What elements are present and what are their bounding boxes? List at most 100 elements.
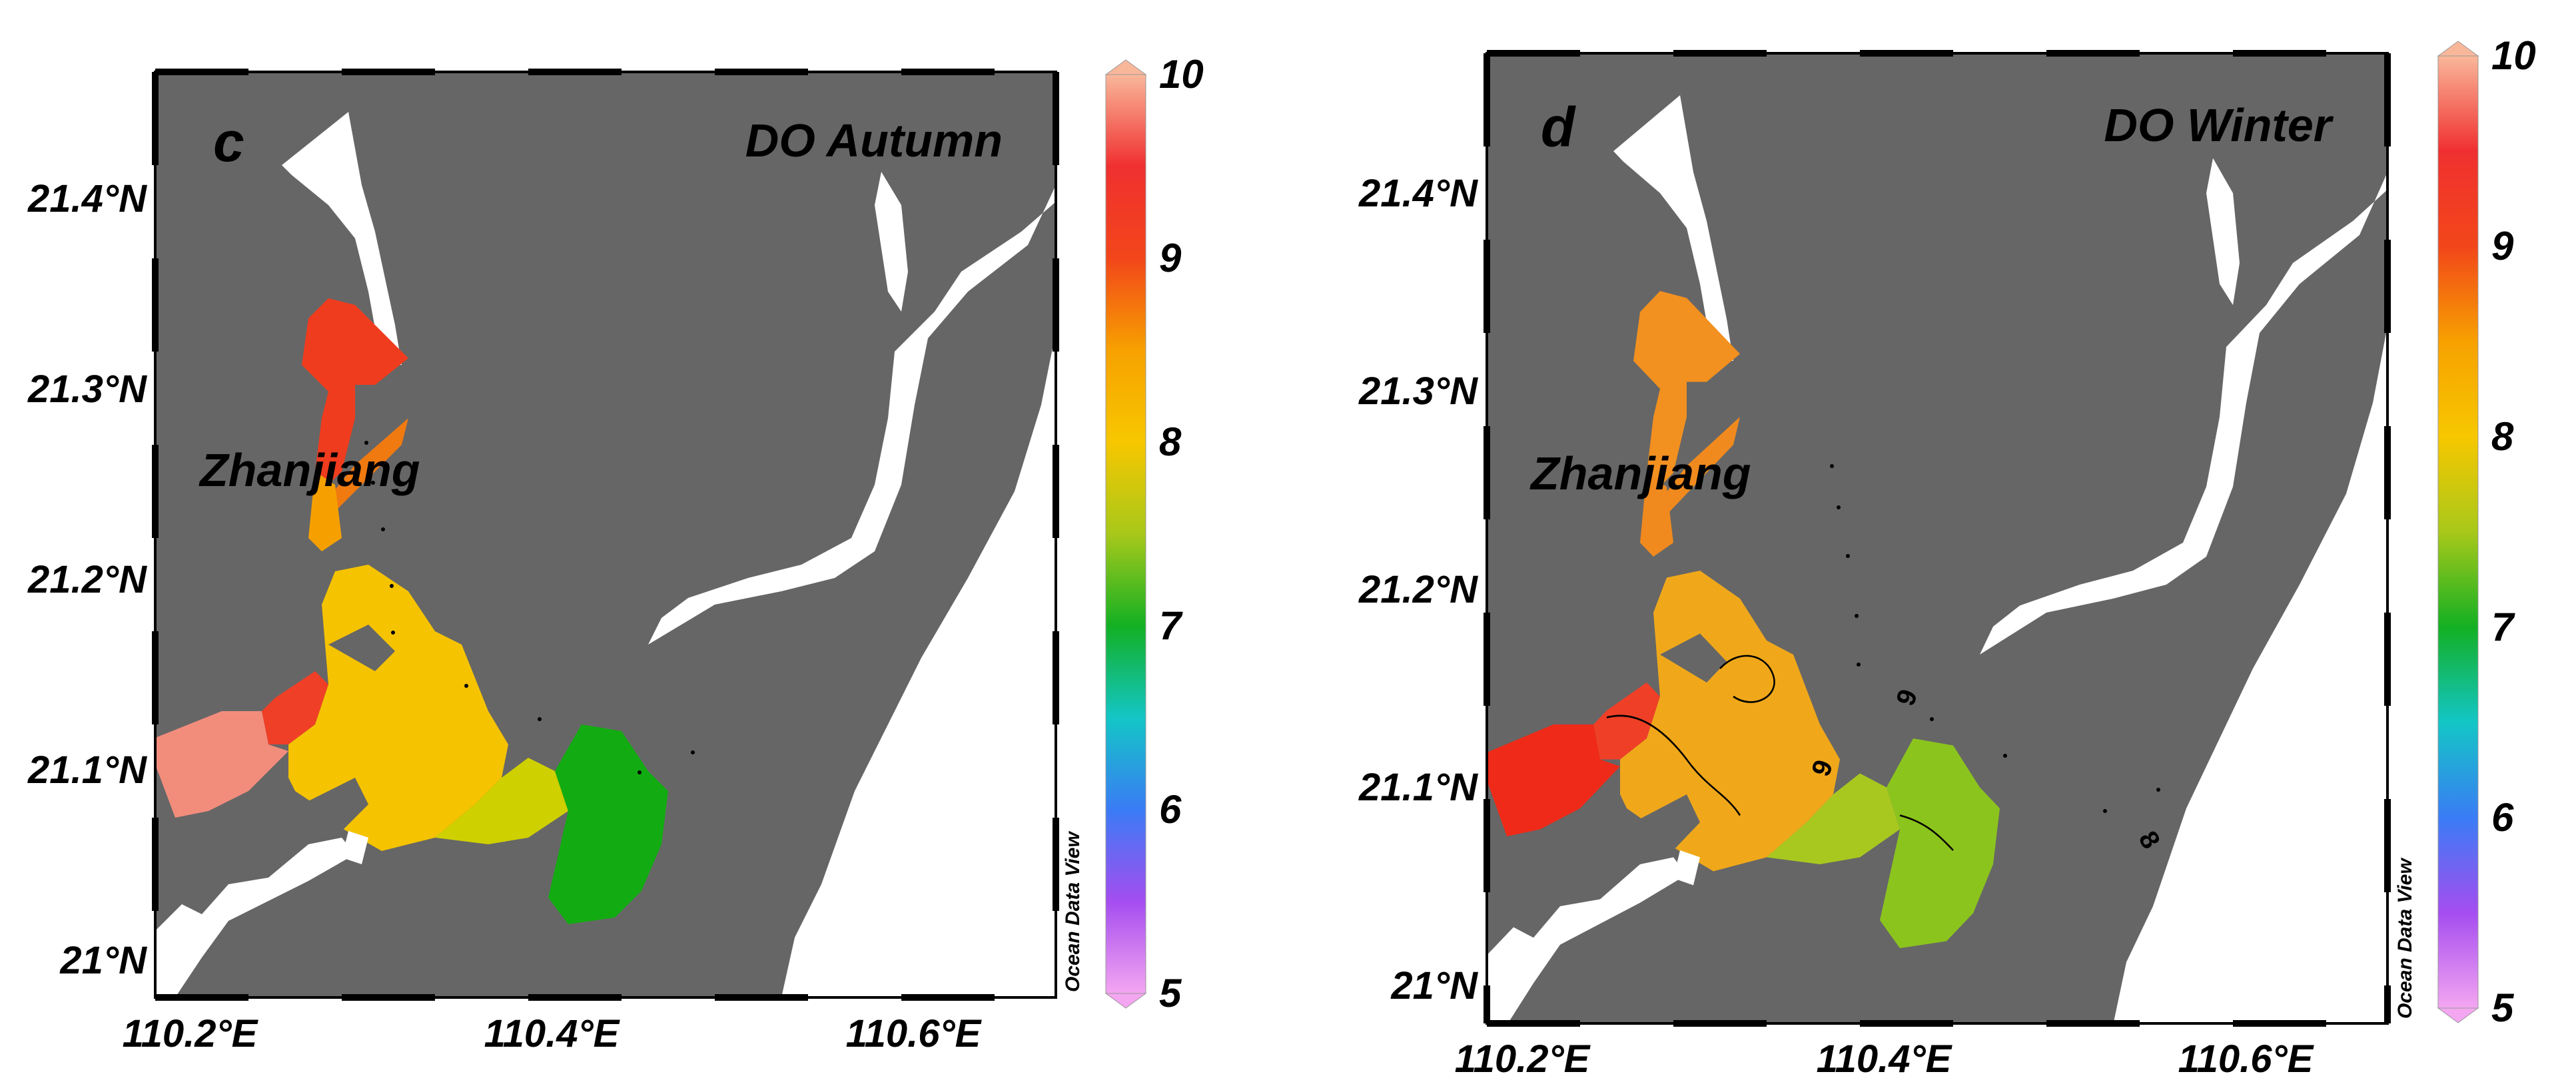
river-east [1980,172,2387,655]
frame-tick [2384,799,2391,892]
colorbar-ramp [2437,55,2479,1009]
station [464,684,468,688]
frame-tick [2046,1020,2140,1027]
frame-tick [1053,445,1059,538]
station [691,750,695,754]
lon-ticks: 110.2°E 110.4°E 110.6°E [1455,1037,2315,1081]
stations-d [1830,464,2160,813]
frame-tick [1860,50,1953,57]
contour-line [1719,655,1775,703]
station [381,527,385,531]
station [1830,464,1834,468]
frame-tick [901,994,995,1001]
river-east-branch [875,172,908,312]
lat-tick-label: 21.4°N [1358,172,1478,215]
station [1855,614,1859,618]
map-area-d: 9 9 8 [1487,53,2387,1023]
frame-tick [2384,985,2391,1023]
lat-tick-label: 21.2°N [1358,568,1478,611]
frame-tick [1673,50,1767,57]
lat-tick-label: 21.1°N [1358,766,1478,809]
channel-marker [342,831,368,864]
colorbar-ticks: 10 9 8 7 6 5 [2491,33,2536,1030]
colorbar-tick-label: 6 [2491,795,2514,840]
colorbar-bottom-arrow [2437,1007,2479,1023]
colorbar-d: 10 9 8 7 6 5 [2437,33,2536,1030]
panel-title: DO Winter [2104,99,2334,151]
station [2103,809,2107,813]
do-mid-channel [1640,473,1673,557]
lon-tick-label: 110.2°E [123,1012,259,1055]
frame-tick [1860,1020,1953,1027]
frame-tick [1484,240,1490,333]
colorbar-tick-label: 5 [1159,971,1182,1015]
panel-letter: c [213,111,244,173]
do-side-channel [328,418,408,511]
frame-tick [2046,50,2140,57]
colorbar-tick-label: 10 [2491,33,2536,78]
frame-tick [2384,53,2391,146]
do-side-channel [1660,417,1740,515]
station [2003,754,2007,758]
island [1633,794,1700,850]
frame-tick [1053,258,1059,352]
island [302,778,368,831]
do-upper-channel [1633,290,1740,487]
colorbar-bottom-arrow [1104,993,1147,1009]
station [390,584,394,588]
frame-tick [152,631,159,724]
map-panel-c: c DO Autumn Zhanjiang Ocean Data View 21… [27,52,1204,1055]
colorbar-ticks: 10 9 8 7 6 5 [1159,52,1204,1015]
colorbar-tick-label: 6 [1159,787,1182,832]
frame-tick [2384,613,2391,706]
open-sea [781,332,1056,997]
station [538,717,542,721]
panel-letter: d [1541,96,1576,158]
lon-tick-label: 110.6°E [846,1012,983,1055]
station [1930,717,1934,721]
lon-tick-label: 110.6°E [2178,1037,2315,1081]
frame-tick [1053,818,1059,911]
contour-line [1606,714,1741,816]
frame-tick [528,69,622,75]
river-east [648,185,1056,645]
lat-ticks: 21.4°N 21.3°N 21.2°N 21.1°N 21°N [27,177,147,982]
frame-ticks [1484,50,2391,1027]
frame-tick [1484,426,1490,519]
frame-tick [152,258,159,352]
colorbar-tick-label: 5 [2491,985,2515,1030]
island [1660,633,1727,682]
frame-tick [342,994,435,1001]
do-west-junction [1593,682,1660,760]
station [2156,788,2160,792]
do-offshore [1880,738,2000,948]
frame-tick [715,69,808,75]
frame-ticks [152,69,1059,1001]
frame-tick [1053,72,1059,165]
river-north [1613,95,1733,361]
colorbar-top-arrow [2437,41,2479,57]
frame-tick [152,818,159,911]
do-west-junction [262,671,328,744]
lat-tick-label: 21.4°N [27,177,147,220]
do-west-bay [1487,724,1620,836]
colorbar-tick-label: 10 [1159,52,1204,97]
lon-tick-label: 110.2°E [1455,1037,1591,1081]
do-central-bay [288,565,508,851]
frame-tick [1484,53,1490,146]
colorbar-tick-label: 8 [2491,414,2514,459]
frame-tick [1487,50,1580,57]
frame-tick [1484,613,1490,706]
frame-tick [528,994,622,1001]
frame-tick [1053,631,1059,724]
do-offshore [548,724,668,924]
colorbar-tick-label: 9 [2491,224,2514,268]
do-central-bay [1620,570,1840,872]
station [1857,663,1861,667]
colorbar-tick-label: 9 [1159,236,1182,280]
frame-tick [1484,799,1490,892]
lat-tick-label: 21.1°N [27,748,147,792]
frame-tick [2384,240,2391,333]
station [364,441,368,445]
